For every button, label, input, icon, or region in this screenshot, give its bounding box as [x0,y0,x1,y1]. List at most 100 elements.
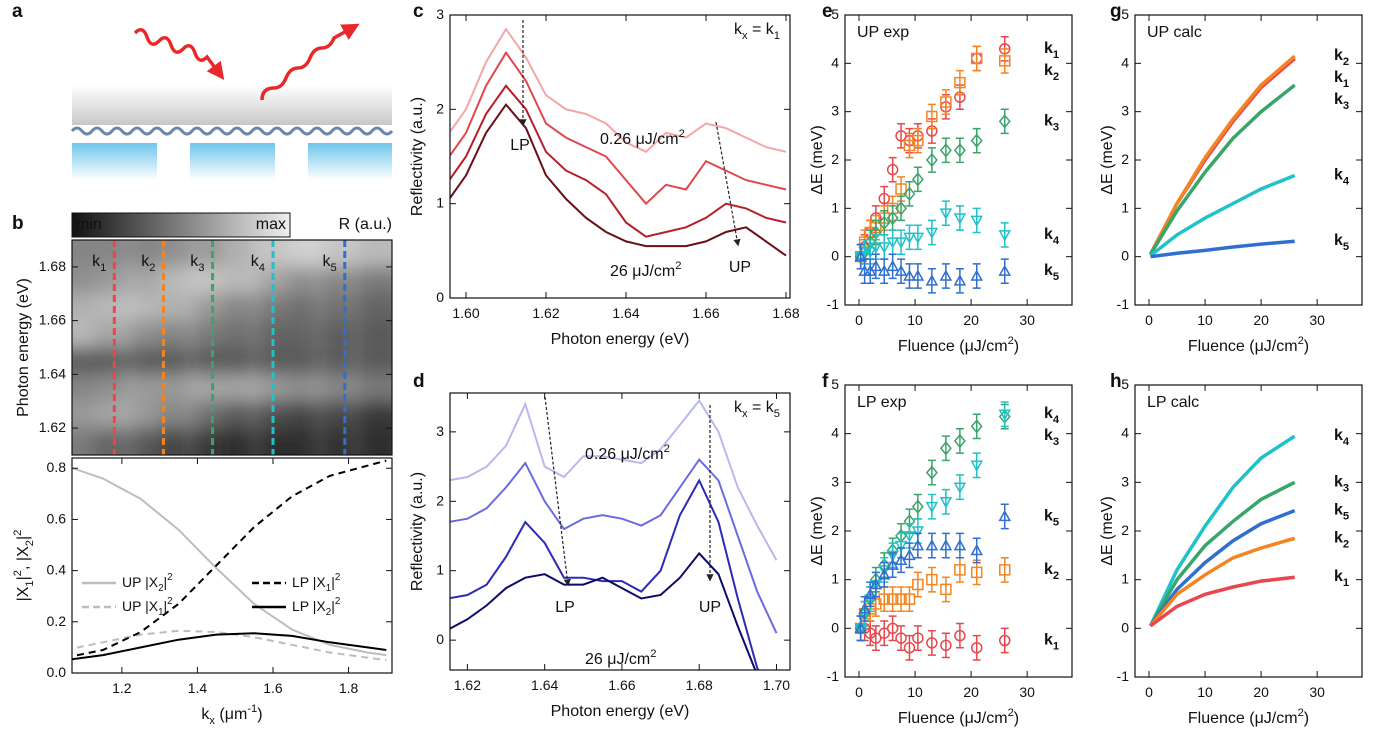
series-line [72,632,387,661]
y-axis-label: ΔE (meV) [809,125,826,194]
error-bar [871,625,880,651]
x-tick-label: 0 [1145,684,1153,700]
data-point [886,163,899,176]
data-point [998,634,1011,647]
data-point [886,550,899,562]
heatmap-cell [72,320,97,348]
x-axis-label: Photon energy (eV) [551,331,690,348]
series-label: k1 [1334,568,1349,589]
panel-letter: h [1110,371,1122,392]
x-tick-label: 1.64 [531,677,558,693]
heatmap-cell [128,266,161,295]
data-point [953,539,967,551]
error-bar [927,103,936,130]
data-point [912,578,924,591]
y-axis-label: ΔE (meV) [809,496,826,565]
heatmap-cell [286,374,320,402]
series-label: k5 [1044,508,1059,529]
error-bar [1000,627,1009,654]
data-point [903,232,916,244]
error-bar [913,571,922,598]
heatmap-cell [222,240,256,268]
x-tick-label: 10 [907,684,923,700]
series-label: k4 [1044,405,1060,426]
x-tick-label: 1.68 [772,305,799,321]
error-bar [955,428,964,454]
series-label: k3 [1334,474,1349,495]
data-point [925,274,939,286]
heatmap-cell [354,347,392,375]
data-point [895,632,907,644]
y-tick-label: 3 [1121,102,1129,118]
heatmap-cell [320,427,354,455]
data-point [903,186,916,202]
annotation: 26 μJ/cm2 [585,648,656,668]
heatmap-cell [286,427,320,455]
error-bar [941,263,950,289]
y-tick-label: 5 [1121,376,1129,392]
data-point [939,539,953,551]
y-tick-label: 1 [1121,199,1129,215]
error-bar [941,532,950,559]
error-bar [927,219,936,246]
y-tick-label: 1 [831,570,839,586]
heatmap-cell [320,400,354,429]
plot-frame [71,239,393,456]
data-point [869,242,883,254]
data-point [925,152,938,168]
y-tick-label: 4 [1121,54,1129,70]
y-tick-label: -1 [827,668,840,684]
x-axis-label: Fluence (μJ/cm2) [1188,335,1309,355]
heatmap [72,240,392,455]
plot-area [450,27,787,257]
x-tick-label: 1.66 [608,677,635,693]
plot-area [854,401,1012,661]
x-axis-label: Fluence (μJ/cm2) [898,335,1019,355]
annotation: UP [699,599,721,616]
data-point [940,639,952,652]
grating [308,143,392,180]
error-bar [1000,503,1009,530]
data-point [940,583,952,596]
error-bar [972,634,981,661]
x-tick-label: 1.66 [692,305,719,321]
colorbar-min: min [76,216,102,233]
y-tick-label: -1 [827,296,840,312]
data-point [903,593,916,605]
k-marker-label: k5 [323,253,337,274]
data-point [878,192,890,205]
series-label: k3 [1044,113,1059,134]
data-point [970,269,983,281]
series-label: k3 [1334,91,1349,112]
y-tick-label: 2 [1121,522,1129,538]
series-line [1149,575,1295,628]
y-tick-label: 1 [436,194,444,210]
error-bar [941,137,950,164]
data-point [895,183,907,195]
series-label: k2 [1334,47,1349,68]
annotation: kx = k5 [734,399,780,420]
error-bar [1000,108,1009,135]
data-point [953,143,966,158]
series-line [1148,57,1296,256]
y-axis-label: Reflectivity (a.u.) [409,472,426,591]
error-bar [913,493,922,520]
error-bar [1000,222,1009,248]
heatmap-cell [222,347,256,375]
error-bar [888,586,897,613]
error-bar [913,127,922,154]
series-label: k2 [1044,62,1059,83]
data-point [886,237,899,249]
panel-letter: f [822,371,829,392]
error-bar [972,127,981,154]
heatmap-cell [222,400,256,429]
slab [72,85,392,125]
heatmap-cell [354,427,392,455]
error-bar [888,615,897,642]
series-label: k2 [1044,561,1059,582]
error-bar [955,205,964,231]
panel-title: LP calc [1147,394,1199,411]
heatmap-cell [222,427,256,455]
data-point [911,526,925,538]
data-point [970,460,983,472]
